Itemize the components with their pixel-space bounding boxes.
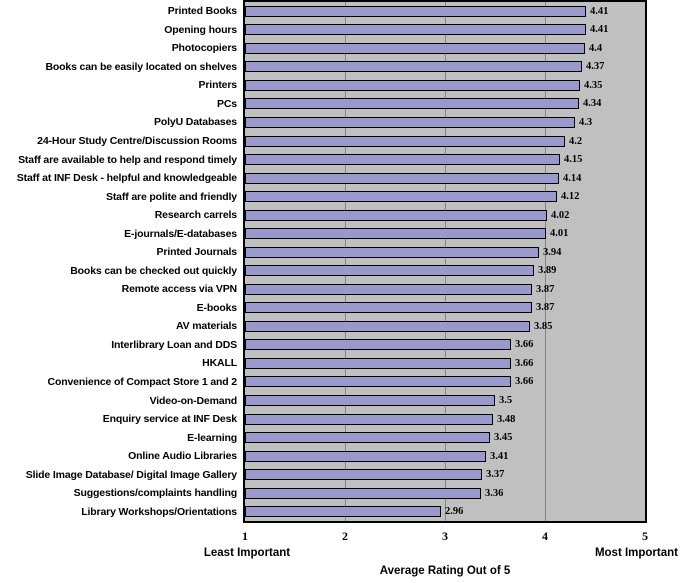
bar bbox=[245, 339, 511, 351]
value-label: 3.89 bbox=[538, 265, 557, 277]
value-label: 4.2 bbox=[569, 135, 583, 147]
bar bbox=[245, 228, 546, 240]
value-label: 4.41 bbox=[590, 5, 609, 17]
category-label: Video-on-Demand bbox=[149, 394, 238, 407]
category-label: Interlibrary Loan and DDS bbox=[111, 338, 237, 351]
value-label: 4.14 bbox=[563, 172, 582, 184]
bar bbox=[245, 116, 575, 128]
bar bbox=[245, 79, 580, 91]
gridline-2 bbox=[344, 2, 346, 521]
category-label: PCs bbox=[217, 97, 237, 110]
value-label: 3.45 bbox=[494, 432, 513, 444]
value-label: 3.41 bbox=[490, 450, 509, 462]
bar bbox=[245, 487, 481, 499]
value-label: 4.3 bbox=[579, 116, 593, 128]
value-label: 4.15 bbox=[564, 154, 583, 166]
value-label: 2.96 bbox=[445, 506, 464, 518]
gridline-3 bbox=[444, 2, 446, 521]
value-label: 4.12 bbox=[561, 191, 580, 203]
category-label: Photocopiers bbox=[171, 42, 237, 55]
bar bbox=[245, 469, 482, 481]
category-label: Books can be checked out quickly bbox=[70, 264, 237, 277]
category-label: Library Workshops/Orientations bbox=[81, 505, 237, 518]
value-label: 3.66 bbox=[515, 376, 534, 388]
x-axis-tick: 2 bbox=[342, 529, 348, 543]
category-label: Suggestions/complaints handling bbox=[73, 487, 238, 500]
category-label: Convenience of Compact Store 1 and 2 bbox=[47, 375, 238, 388]
bar bbox=[245, 357, 511, 369]
category-label: E-books bbox=[196, 301, 238, 314]
value-label: 4.01 bbox=[550, 228, 569, 240]
category-label: Research carrels bbox=[154, 209, 237, 222]
bar bbox=[245, 172, 559, 184]
value-label: 3.85 bbox=[534, 320, 553, 332]
value-label: 4.02 bbox=[551, 209, 570, 221]
category-label: Remote access via VPN bbox=[121, 283, 237, 296]
value-label: 3.94 bbox=[543, 246, 562, 258]
value-label: 3.66 bbox=[515, 357, 534, 369]
category-label: Slide Image Database/ Digital Image Gall… bbox=[25, 468, 237, 481]
bar bbox=[245, 302, 532, 314]
category-label: Staff at INF Desk - helpful and knowledg… bbox=[16, 172, 237, 185]
bar bbox=[245, 24, 586, 36]
bar bbox=[245, 265, 534, 277]
value-label: 3.87 bbox=[536, 283, 555, 295]
value-label: 3.5 bbox=[499, 395, 513, 407]
bar bbox=[245, 320, 530, 332]
x-axis-tick: 4 bbox=[542, 529, 548, 543]
bar bbox=[245, 42, 585, 54]
category-label: Enquiry service at INF Desk bbox=[102, 413, 237, 426]
category-label: PolyU Databases bbox=[154, 116, 237, 129]
bar bbox=[245, 413, 493, 425]
category-labels: Printed Books Opening hours Photocopiers Bo… bbox=[0, 2, 237, 521]
category-label: Printed Journals bbox=[156, 246, 238, 259]
axis-caption-least-important: Least Important bbox=[203, 547, 291, 559]
category-label: Printers bbox=[198, 79, 238, 92]
x-axis-title: Average Rating Out of 5 bbox=[379, 565, 511, 577]
plot-area: 4.41 4.41 4.4 4.37 4.35 4.34 4.3 4.2 4.15 4.14 4.1… bbox=[243, 0, 647, 523]
category-label: Printed Books bbox=[167, 5, 237, 18]
category-label: Online Audio Libraries bbox=[128, 450, 237, 463]
bar bbox=[245, 5, 586, 17]
axis-caption-most-important: Most Important bbox=[594, 547, 678, 559]
bar bbox=[245, 376, 511, 388]
bar bbox=[245, 283, 532, 295]
category-label: Books can be easily located on shelves bbox=[45, 60, 237, 73]
category-label: Staff are polite and friendly bbox=[105, 190, 237, 203]
value-label: 3.66 bbox=[515, 339, 534, 351]
bar bbox=[245, 395, 495, 407]
value-label: 3.48 bbox=[497, 413, 516, 425]
value-label: 4.34 bbox=[583, 98, 602, 110]
bar bbox=[245, 154, 560, 166]
value-label: 3.87 bbox=[536, 302, 555, 314]
category-label: 24-Hour Study Centre/Discussion Rooms bbox=[37, 135, 237, 148]
value-label: 4.35 bbox=[584, 79, 603, 91]
value-label: 4.41 bbox=[590, 24, 609, 36]
category-label: E-learning bbox=[187, 431, 237, 444]
bar bbox=[245, 209, 547, 221]
category-label: AV materials bbox=[175, 320, 237, 333]
value-label: 3.37 bbox=[486, 469, 505, 481]
bar bbox=[245, 191, 557, 203]
bar bbox=[245, 432, 490, 444]
x-axis-tick: 1 bbox=[242, 529, 248, 543]
bar bbox=[245, 98, 579, 110]
value-label: 4.4 bbox=[589, 42, 603, 54]
x-axis-tick: 3 bbox=[442, 529, 448, 543]
value-label: 4.37 bbox=[586, 61, 605, 73]
x-axis-tick: 5 bbox=[642, 529, 648, 543]
category-label: Opening hours bbox=[164, 23, 237, 36]
category-label: HKALL bbox=[202, 357, 237, 370]
category-label: Staff are available to help and respond … bbox=[18, 153, 237, 166]
bar bbox=[245, 246, 539, 258]
bar bbox=[245, 61, 582, 73]
category-label: E-journals/E-databases bbox=[124, 227, 237, 240]
bar bbox=[245, 450, 486, 462]
bar bbox=[245, 506, 441, 518]
bar bbox=[245, 135, 565, 147]
gridline-4 bbox=[544, 2, 546, 521]
value-label: 3.36 bbox=[485, 487, 504, 499]
